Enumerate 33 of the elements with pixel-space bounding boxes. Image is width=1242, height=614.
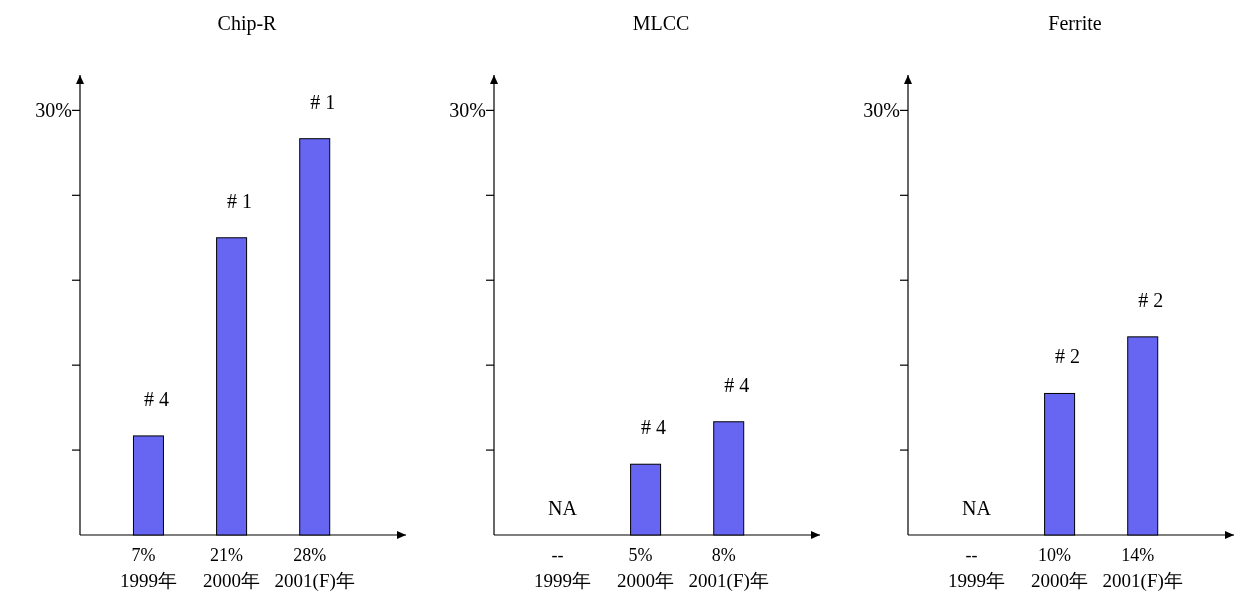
x-tick-label: 2000年 xyxy=(1031,570,1089,591)
annotation: # 4 xyxy=(641,416,667,439)
data-label: 21% xyxy=(210,545,244,565)
data-label: 28% xyxy=(293,545,327,565)
x-tick-label: 2000年 xyxy=(617,570,675,591)
y-tick-label: 30% xyxy=(863,99,900,122)
x-tick-label: 2000年 xyxy=(203,570,261,591)
x-tick-label: 2001(F)年 xyxy=(1102,570,1183,592)
data-label: 8% xyxy=(711,545,736,565)
x-tick-label: 1999年 xyxy=(533,570,591,591)
x-tick-label: 1999年 xyxy=(119,570,177,591)
chart-title: MLCC xyxy=(632,12,690,34)
annotation: # 2 xyxy=(1138,288,1164,311)
chart-title: Chip-R xyxy=(217,12,278,35)
x-tick-label: 2001(F)年 xyxy=(274,570,355,592)
text: -- xyxy=(551,545,564,565)
y-tick-label: 30% xyxy=(449,99,486,122)
x-tick-label: 2001(F)年 xyxy=(688,570,769,592)
y-tick-label: 30% xyxy=(35,99,72,122)
annotation: # 4 xyxy=(724,373,750,396)
annotation: NA xyxy=(962,497,992,519)
x-tick-label: 1999年 xyxy=(947,570,1005,591)
annotation: # 4 xyxy=(143,387,169,410)
annotation: # 1 xyxy=(310,90,336,113)
data-label: 10% xyxy=(1038,545,1072,565)
annotation: # 1 xyxy=(227,189,253,212)
text: -- xyxy=(965,545,978,565)
chart-title: Ferrite xyxy=(1048,12,1102,34)
data-label: 5% xyxy=(628,545,653,565)
annotation: NA xyxy=(548,497,578,519)
data-label: 14% xyxy=(1121,545,1155,565)
data-label: 7% xyxy=(131,545,156,565)
annotation: # 2 xyxy=(1055,345,1081,368)
